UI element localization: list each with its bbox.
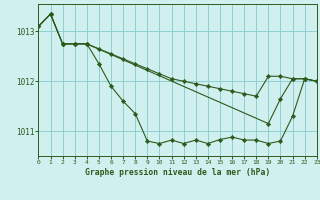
X-axis label: Graphe pression niveau de la mer (hPa): Graphe pression niveau de la mer (hPa)	[85, 168, 270, 177]
